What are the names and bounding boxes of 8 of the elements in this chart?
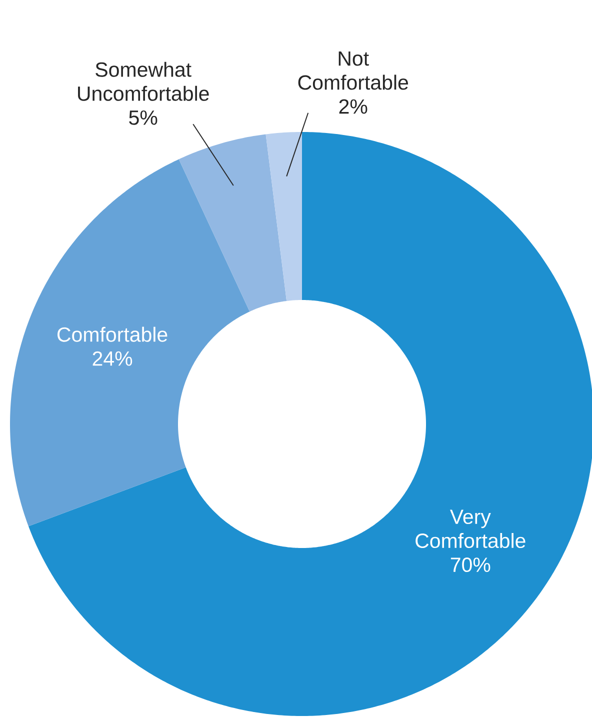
slice-label: Somewhat Uncomfortable: [78, 62, 209, 101]
slice-label: Not Comfortable: [298, 51, 408, 90]
slice-label: Comfortable: [58, 326, 168, 342]
data-label: 5%: [129, 110, 158, 125]
slice-label: Very Comfortable: [416, 510, 526, 548]
data-label: 24%: [92, 351, 132, 366]
data-label: 70%: [450, 558, 490, 572]
data-label: 2%: [339, 99, 368, 114]
